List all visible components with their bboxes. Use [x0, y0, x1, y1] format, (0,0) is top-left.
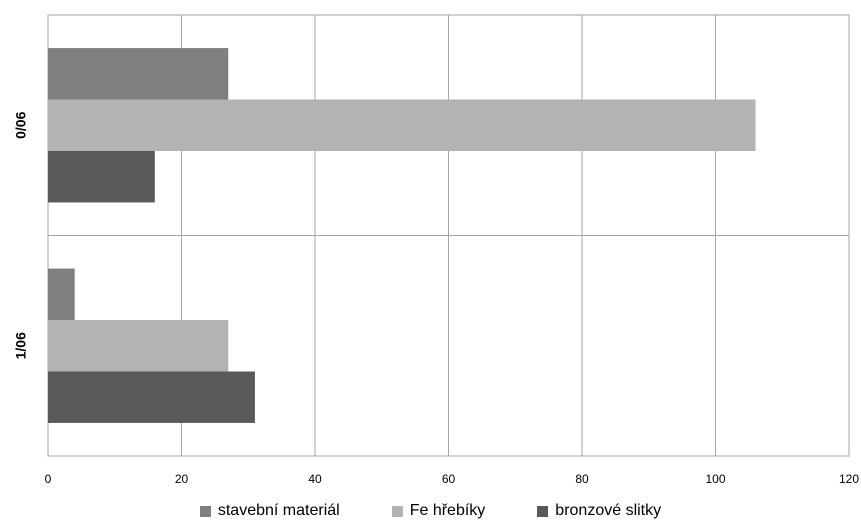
bar-1-06-series-2	[48, 371, 255, 423]
plot-border	[47, 14, 850, 457]
x-tick-label: 100	[705, 472, 725, 486]
bar-0-06-series-2	[48, 150, 155, 203]
x-tick-label: 0	[45, 472, 52, 486]
legend-label: bronzové slitky	[555, 502, 662, 519]
plot-area: 0/06 1/06 0 20 40 60 80 100 120	[13, 14, 859, 486]
legend-swatch	[391, 505, 403, 517]
legend-item: Fe hřebíky	[391, 502, 486, 520]
legend-label: Fe hřebíky	[409, 502, 486, 519]
bar-1-06-series-1	[48, 320, 229, 372]
x-tick-label: 60	[442, 472, 456, 486]
legend-swatch	[199, 505, 211, 517]
category-label: 0/06	[13, 111, 29, 138]
x-tick-label: 20	[175, 472, 189, 486]
legend: stavební materiál Fe hřebíky bronzové slit…	[0, 500, 861, 522]
x-tick-label: 80	[575, 472, 589, 486]
x-tick-label: 40	[308, 472, 322, 486]
legend-swatch	[537, 505, 549, 517]
bar-0-06-series-0	[48, 48, 229, 100]
legend-item: bronzové slitky	[537, 502, 661, 520]
legend-label: stavební materiál	[217, 502, 340, 519]
legend-item: stavební materiál	[199, 502, 340, 520]
bar-1-06-series-0	[48, 268, 75, 321]
category-label: 1/06	[13, 332, 29, 359]
bar-0-06-series-1	[48, 99, 756, 151]
x-tick-label: 120	[839, 472, 859, 486]
